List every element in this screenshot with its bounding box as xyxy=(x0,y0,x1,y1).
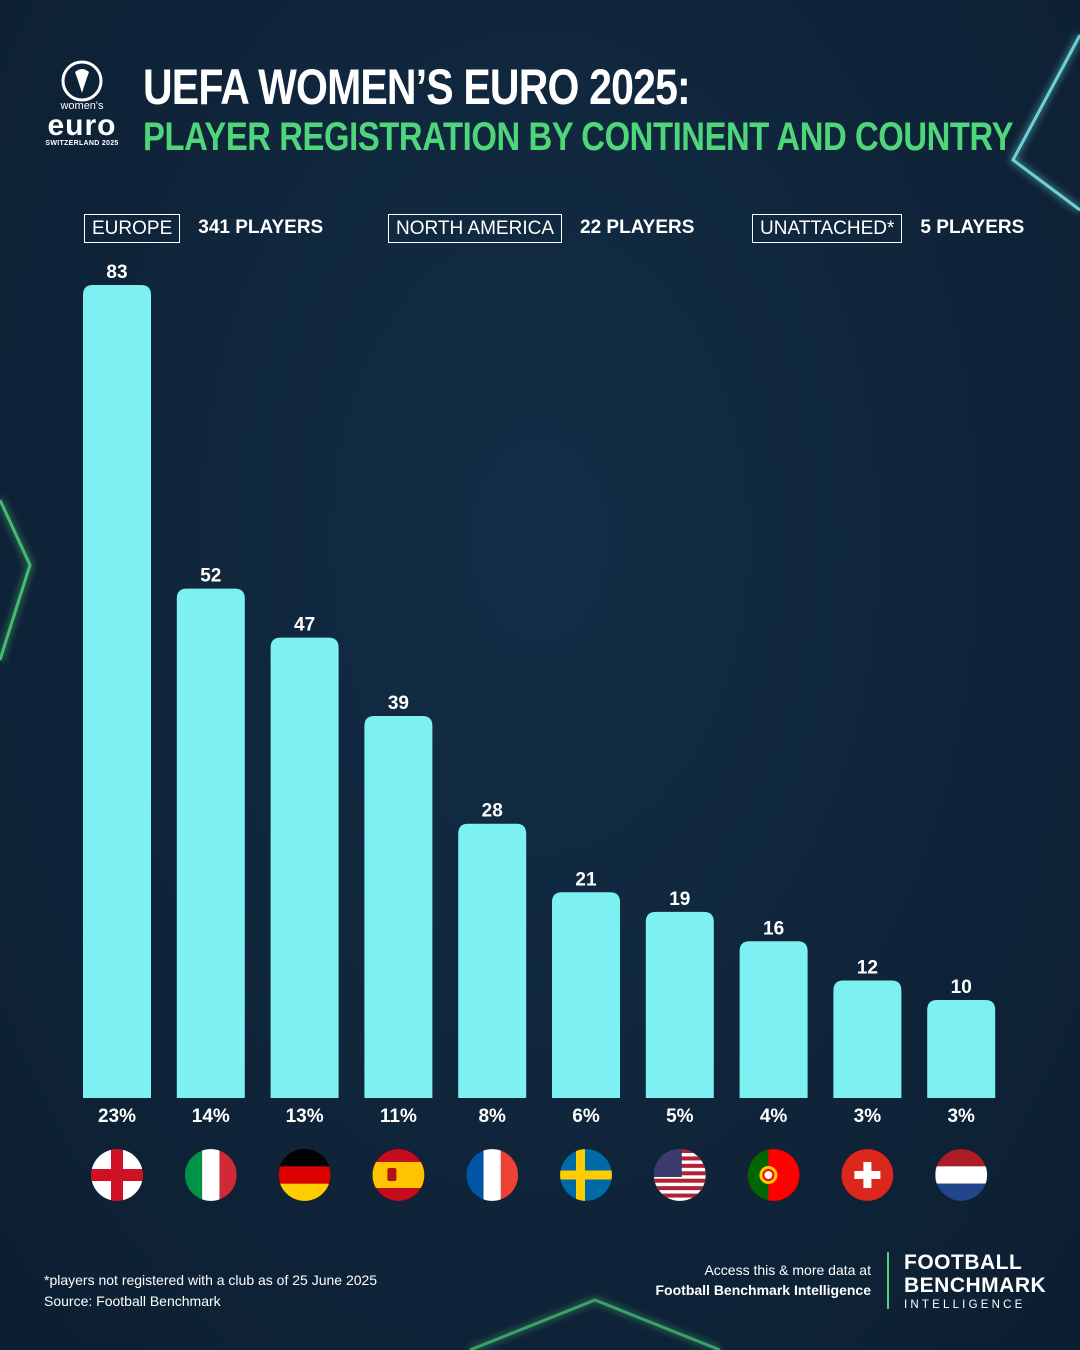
bar-percent-label: 5% xyxy=(666,1106,694,1127)
bar-percent-label: 8% xyxy=(478,1106,506,1127)
bar-percent-label: 6% xyxy=(572,1106,600,1127)
bar-germany xyxy=(270,637,339,1098)
spain-flag-icon xyxy=(372,1149,425,1201)
bar-value-label: 28 xyxy=(482,801,503,822)
bar-england xyxy=(83,285,151,1098)
logo-women-text: women's xyxy=(60,100,104,112)
bar-value-label: 47 xyxy=(294,615,315,636)
bar-value-label: 12 xyxy=(857,957,878,978)
continent-count: 22 PLAYERS xyxy=(580,217,695,238)
bar-netherlands xyxy=(927,1000,996,1098)
footnote-source: Source: Football Benchmark xyxy=(44,1293,221,1309)
bar-sweden xyxy=(552,892,620,1098)
bar-italy xyxy=(176,588,245,1098)
bar-france xyxy=(458,823,527,1098)
footnote-note: *players not registered with a club as o… xyxy=(44,1272,378,1288)
bar-value-label: 83 xyxy=(106,262,127,283)
bar-value-label: 52 xyxy=(200,566,221,587)
footnote: *players not registered with a club as o… xyxy=(44,1270,377,1312)
bar-switzerland xyxy=(833,980,902,1098)
portugal-flag-icon xyxy=(747,1149,800,1201)
bar-usa xyxy=(645,911,714,1098)
continent-count: 5 PLAYERS xyxy=(920,217,1025,238)
sweden-flag-icon xyxy=(560,1149,612,1201)
bar-value-label: 39 xyxy=(388,693,409,714)
football-icon xyxy=(61,60,103,102)
france-flag-icon xyxy=(466,1149,519,1201)
bar-percent-label: 13% xyxy=(286,1106,324,1127)
brand-line-benchmark: BENCHMARK xyxy=(904,1274,1047,1297)
netherlands-flag-icon xyxy=(935,1149,988,1201)
access-brand-name: Football Benchmark Intelligence xyxy=(655,1282,872,1298)
bar-percent-label: 3% xyxy=(854,1106,882,1127)
logo-host-text: SWITZERLAND 2025 xyxy=(45,140,119,147)
brand-line-intelligence: INTELLIGENCE xyxy=(904,1299,1026,1311)
usa-flag-icon xyxy=(653,1149,706,1201)
uefa-womens-euro-logo: women's euro SWITZERLAND 2025 xyxy=(40,58,124,158)
germany-flag-icon xyxy=(278,1149,331,1201)
page-title: UEFA WOMEN’S EURO 2025: xyxy=(143,59,691,115)
bar-spain xyxy=(364,715,433,1098)
continent-unattached: UNATTACHED* 5 PLAYERS xyxy=(752,213,1024,243)
england-flag-icon xyxy=(91,1149,143,1201)
access-text: Access this & more data at Football Benc… xyxy=(656,1260,872,1300)
continent-europe: EUROPE 341 PLAYERS xyxy=(84,213,323,243)
brand-line-football: FOOTBALL xyxy=(904,1251,1023,1274)
page-subtitle: PLAYER REGISTRATION BY CONTINENT AND COU… xyxy=(143,115,1014,159)
bar-portugal xyxy=(739,941,808,1098)
italy-flag-icon xyxy=(184,1149,237,1201)
logo-euro-text: euro xyxy=(47,109,117,142)
continent-label: NORTH AMERICA xyxy=(388,213,563,243)
bar-percent-label: 14% xyxy=(192,1106,230,1127)
continent-count: 341 PLAYERS xyxy=(198,217,324,238)
continent-label: UNATTACHED* xyxy=(752,213,903,243)
bar-percent-label: 11% xyxy=(380,1106,417,1127)
brand-divider xyxy=(887,1252,889,1309)
bar-percent-label: 3% xyxy=(947,1106,975,1127)
continent-north-america: NORTH AMERICA 22 PLAYERS xyxy=(388,213,694,243)
bar-percent-label: 4% xyxy=(760,1106,788,1127)
switzerland-flag-icon xyxy=(841,1149,894,1201)
bar-value-label: 16 xyxy=(763,918,784,939)
bar-percent-label: 23% xyxy=(98,1106,136,1127)
access-line: Access this & more data at xyxy=(704,1262,871,1278)
bar-value-label: 19 xyxy=(669,889,690,910)
football-benchmark-logo: FOOTBALL BENCHMARK INTELLIGENCE xyxy=(904,1251,1046,1313)
bar-value-label: 21 xyxy=(575,869,597,890)
continent-label: EUROPE xyxy=(84,213,181,243)
bar-value-label: 10 xyxy=(951,977,972,998)
